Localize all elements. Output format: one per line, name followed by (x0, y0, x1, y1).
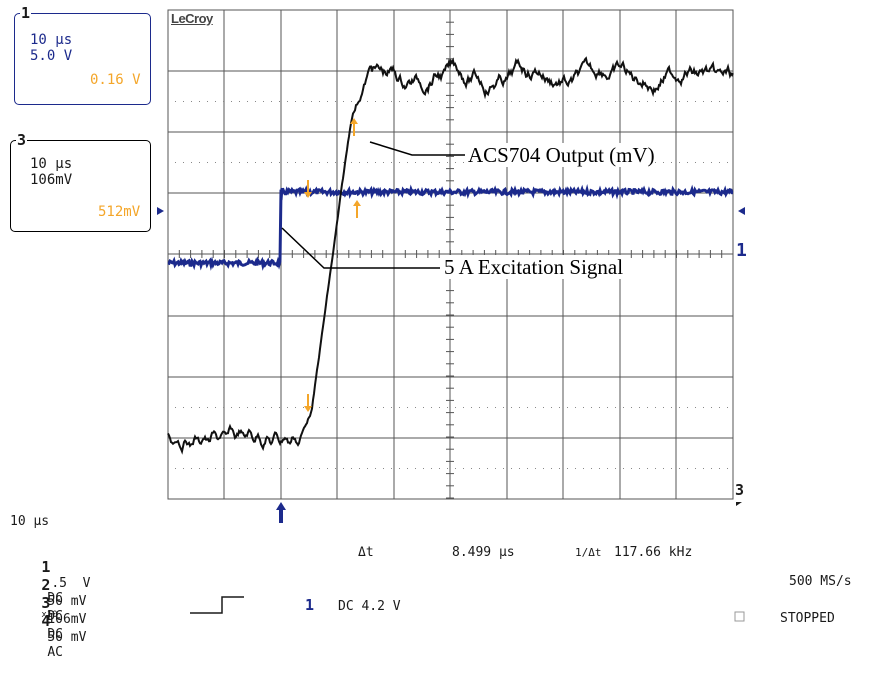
status-indicator-icon (734, 611, 745, 622)
ch3-info-box[interactable] (10, 140, 151, 232)
sample-rate: 500 MS/s (789, 574, 852, 589)
ch3-offset-marker-icon (736, 502, 742, 506)
probe-attenuation: x10 (41, 610, 58, 620)
callout-acs704-output: ACS704 Output (mV) (468, 143, 655, 167)
ch3-offset: 512mV (98, 204, 141, 220)
delta-t-value: 8.499 µs (452, 545, 515, 560)
trigger-arrow (276, 502, 286, 523)
callout-lines (281, 141, 465, 269)
ch1-trace (167, 56, 734, 455)
ch4-settings-row[interactable]: 4 50 mV AC (41, 612, 87, 661)
ch1-timebase: 10 µs (30, 32, 73, 48)
bottom-timebase: 10 µs (10, 514, 50, 529)
ch1-volts-div: 5.0 V (30, 48, 73, 64)
ch1-number: 1 (20, 4, 32, 22)
inverse-delta-t-label: 1/Δt (575, 546, 602, 559)
trigger-coupling-level: DC 4.2 V (338, 599, 401, 614)
ch1-info-box[interactable] (14, 13, 151, 105)
cursor-markers (304, 118, 361, 412)
ch2-settings-row[interactable]: 2 50 mV DC (41, 576, 87, 625)
trigger-level-left (157, 207, 164, 215)
trigger-edge-icon (190, 596, 244, 614)
ch3-number: 3 (16, 131, 28, 149)
callout-excitation-signal: 5 A Excitation Signal (444, 255, 624, 279)
ch3-trace (167, 183, 734, 271)
inverse-delta-t-value: 117.66 kHz (614, 545, 693, 560)
trigger-source: 1 (305, 596, 315, 614)
ch3-timebase: 10 µs (30, 156, 73, 172)
ch1-settings-row[interactable]: 1 .5 V DC x10 (41, 558, 91, 621)
scope-screen (157, 9, 745, 622)
ch3-volts-div: 106mV (30, 172, 73, 188)
trigger-level-right (738, 207, 745, 215)
delta-t-label: Δt (358, 545, 374, 560)
ch3-trace-marker: 3 (735, 481, 745, 499)
brand-logo: LeCroy (171, 11, 213, 26)
ch1-trace-marker: 1 (736, 240, 747, 261)
acquisition-status: STOPPED (780, 611, 835, 626)
ch1-offset: 0.16 V (90, 72, 141, 88)
